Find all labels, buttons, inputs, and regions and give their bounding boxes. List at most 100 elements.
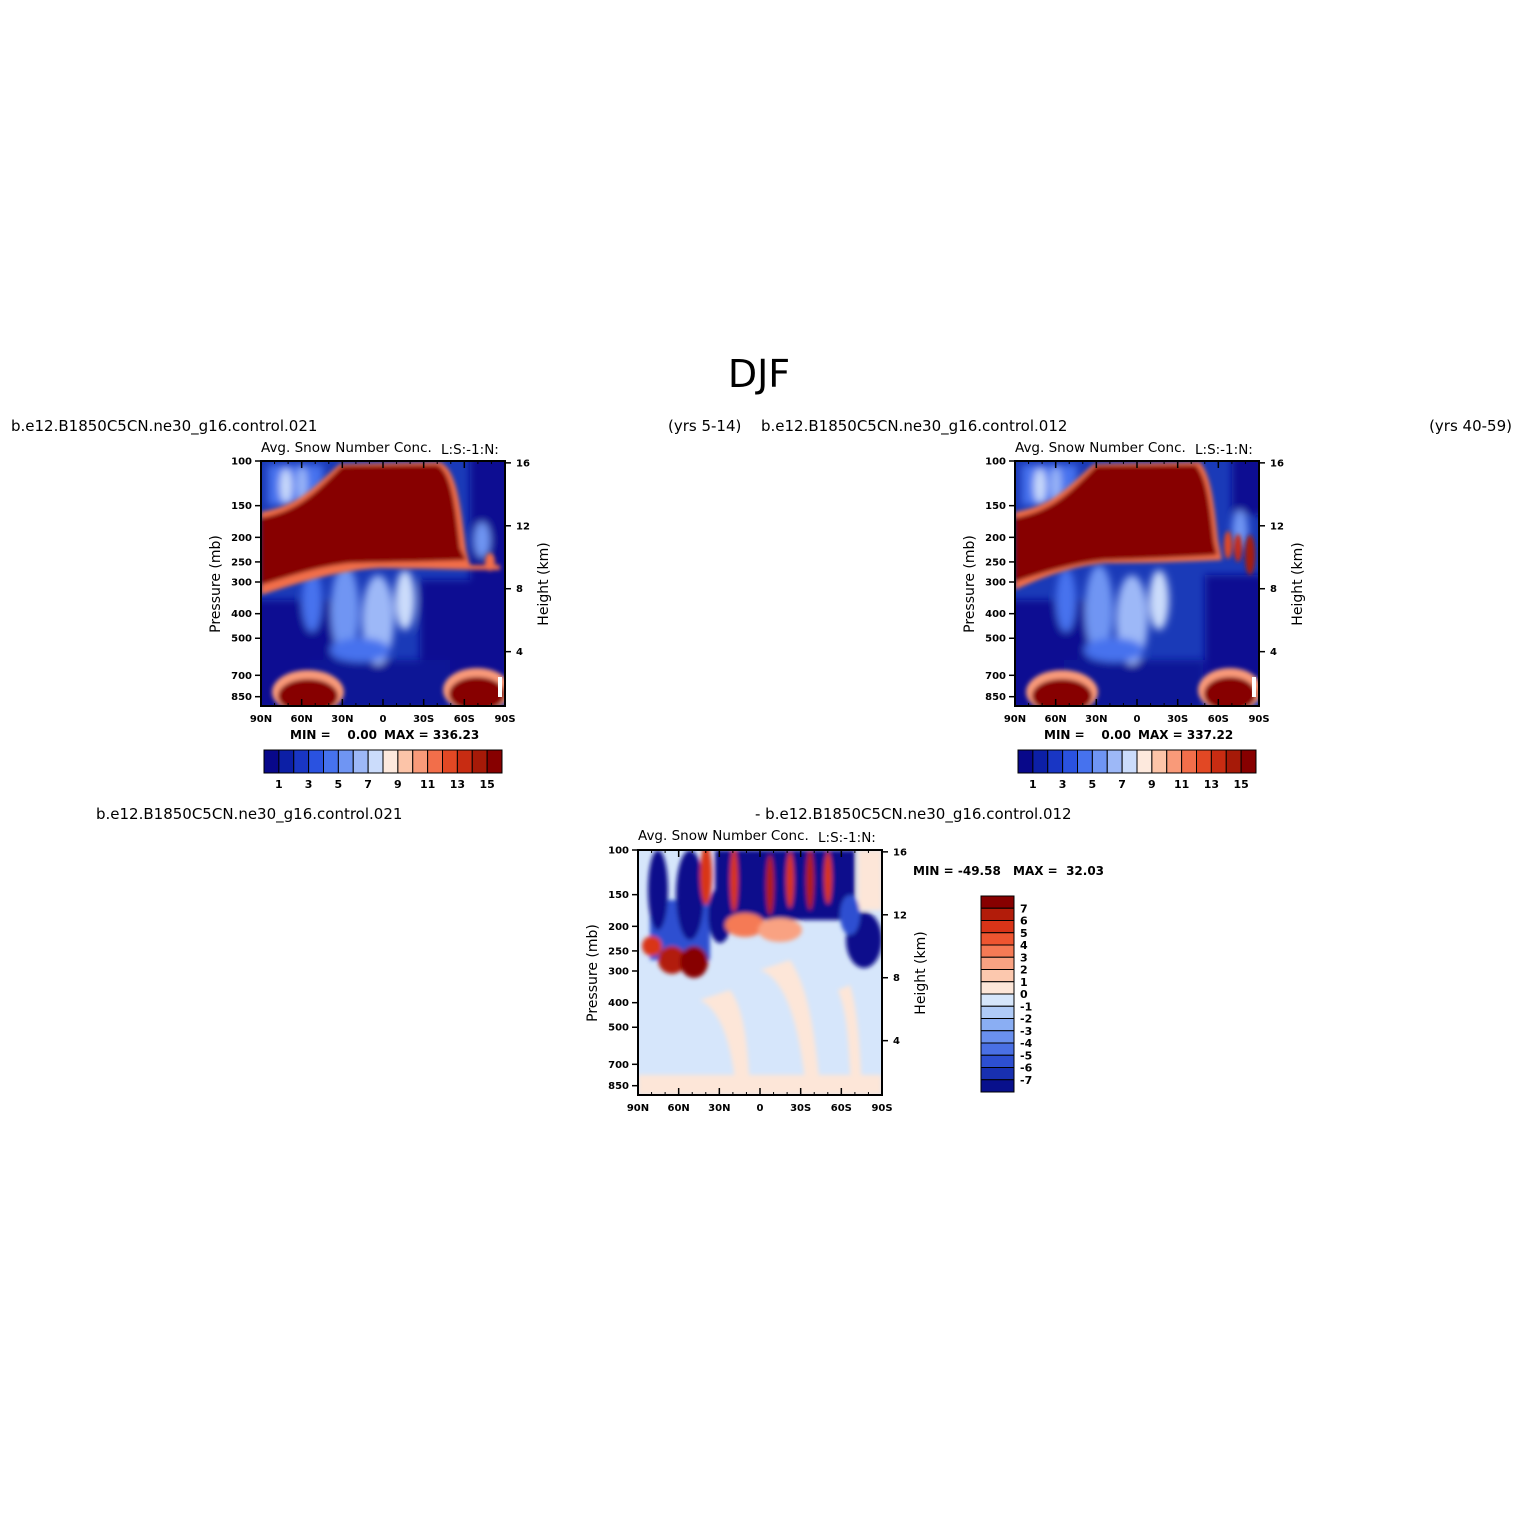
colorbar-swatch <box>980 956 1015 970</box>
colorbar-label: 5 <box>1020 927 1028 940</box>
colorbar-swatch <box>1210 749 1227 774</box>
colorbar-swatch <box>1240 749 1257 774</box>
contour-field <box>261 461 505 706</box>
colorbar-swatch <box>367 749 384 774</box>
y-tick-label: 700 <box>608 1060 629 1071</box>
x-tick-label: 30N <box>1085 714 1107 725</box>
x-tick-label: 0 <box>380 714 387 725</box>
colorbar-label: 0 <box>1020 988 1028 1001</box>
colorbar-label: 7 <box>364 778 372 791</box>
y-tick-label: 250 <box>608 946 629 957</box>
colorbar-label: 3 <box>1059 778 1067 791</box>
y2-axis-label: Height (km) <box>1290 542 1306 625</box>
colorbar-label: -2 <box>1020 1013 1032 1026</box>
colorbar-swatch <box>397 749 414 774</box>
colorbar-label: -1 <box>1020 1000 1032 1013</box>
colorbar-label: -4 <box>1020 1037 1033 1050</box>
case-name-right: - b.e12.B1850C5CN.ne30_g16.control.012 <box>755 805 1072 824</box>
panel-title-right: L:S:-1:N: <box>1195 442 1253 458</box>
figure-title: DJF <box>728 352 790 396</box>
colorbar-swatch <box>980 993 1015 1007</box>
colorbar-label: 3 <box>1020 951 1028 964</box>
y-axis-label: Pressure (mb) <box>208 535 224 633</box>
y-tick-label: 100 <box>608 846 629 857</box>
y-tick-label: 300 <box>608 966 629 977</box>
colorbar-swatch <box>1077 749 1093 774</box>
y-tick-label: 150 <box>608 890 629 901</box>
colorbar-swatch <box>980 1005 1015 1019</box>
colorbar: 1 3 5 7 9 11 13 15 <box>1017 749 1257 791</box>
y-axis-label: Pressure (mb) <box>962 535 978 633</box>
colorbar-swatch <box>1181 749 1197 774</box>
colorbar-swatch <box>1062 749 1078 774</box>
x-tick-label: 30S <box>1167 714 1188 725</box>
x-tick-label: 60S <box>831 1103 852 1114</box>
colorbar-label: 1 <box>1029 778 1037 791</box>
colorbar-label: 1 <box>275 778 283 791</box>
colorbar-label: 13 <box>1204 778 1219 791</box>
colorbar-swatch <box>980 1054 1015 1068</box>
panel-title: Avg. Snow Number Conc. <box>1015 440 1186 456</box>
colorbar-label: -3 <box>1020 1025 1032 1038</box>
axes-panel-2: 90N 60N 30N 0 30S 60S 90S 100 150 200 250 300 400 500… <box>985 457 1284 726</box>
colorbar-swatch <box>1047 749 1064 774</box>
y-tick-label: 250 <box>985 557 1006 568</box>
y-tick-label: 400 <box>985 609 1006 620</box>
case-name-left: b.e12.B1850C5CN.ne30_g16.control.021 <box>96 805 402 824</box>
x-tick-label: 30N <box>331 714 353 725</box>
y-tick-label: 300 <box>985 577 1006 588</box>
colorbar-label: 9 <box>1148 778 1156 791</box>
max-label: MAX = 32.03 <box>1013 864 1104 878</box>
colorbar-swatch <box>980 907 1015 921</box>
y2-tick-label: 12 <box>893 910 907 921</box>
y-tick-label: 500 <box>608 1023 629 1034</box>
colorbar-swatch <box>980 932 1015 946</box>
y2-tick-label: 8 <box>1270 584 1277 595</box>
y-tick-label: 300 <box>231 577 252 588</box>
colorbar-swatch <box>471 749 488 774</box>
y2-tick-label: 12 <box>1270 521 1284 532</box>
colorbar-swatch <box>293 749 310 774</box>
min-label: MIN = 0.00 <box>1044 728 1131 742</box>
panel-title: Avg. Snow Number Conc. <box>261 440 432 456</box>
colorbar-swatch <box>980 1030 1015 1044</box>
colorbar-label: 4 <box>1020 939 1028 952</box>
colorbar-swatch <box>980 920 1015 934</box>
contour-field <box>1015 461 1259 706</box>
y-tick-label: 850 <box>985 692 1006 703</box>
colorbar-swatch <box>1121 749 1138 774</box>
y2-tick-label: 8 <box>893 973 900 984</box>
colorbar-label: 5 <box>1089 778 1097 791</box>
colorbar-label: -5 <box>1020 1049 1032 1062</box>
y-tick-label: 100 <box>231 457 252 468</box>
colorbar-swatch <box>1091 749 1108 774</box>
colorbar-label: 2 <box>1020 964 1028 977</box>
y-tick-label: 200 <box>231 533 252 544</box>
axes-layer: 90N 60N 30N 0 30S 60S 90S100150200250300400500… <box>231 457 1284 1115</box>
colorbar-label: 5 <box>335 778 343 791</box>
y2-tick-label: 4 <box>516 647 523 658</box>
y-tick-label: 100 <box>985 457 1006 468</box>
colorbar-label: 11 <box>1174 778 1189 791</box>
colorbar-swatch <box>382 749 399 774</box>
x-tick-label: 90S <box>871 1103 892 1114</box>
colorbar-label: 15 <box>479 778 494 791</box>
colorbar-label: 9 <box>394 778 402 791</box>
colorbar-swatch <box>980 1079 1015 1093</box>
colorbar-swatch <box>1151 749 1168 774</box>
y-tick-label: 150 <box>985 501 1006 512</box>
axes-panel-3: 90N 60N 30N 0 30S 60S 90S 100 150 200 250 300 400 500… <box>608 846 907 1115</box>
y-tick-label: 850 <box>608 1081 629 1092</box>
colorbar-swatch <box>278 749 295 774</box>
y-tick-label: 200 <box>608 922 629 933</box>
y-tick-label: 700 <box>985 671 1006 682</box>
x-tick-label: 60N <box>291 714 313 725</box>
x-tick-label: 0 <box>1134 714 1141 725</box>
panel-title-right: L:S:-1:N: <box>818 830 876 846</box>
panel-title: Avg. Snow Number Conc. <box>638 828 809 844</box>
min-label: MIN = -49.58 <box>913 864 1001 878</box>
y-tick-label: 700 <box>231 671 252 682</box>
x-tick-label: 90S <box>494 714 515 725</box>
y-tick-label: 400 <box>608 998 629 1009</box>
